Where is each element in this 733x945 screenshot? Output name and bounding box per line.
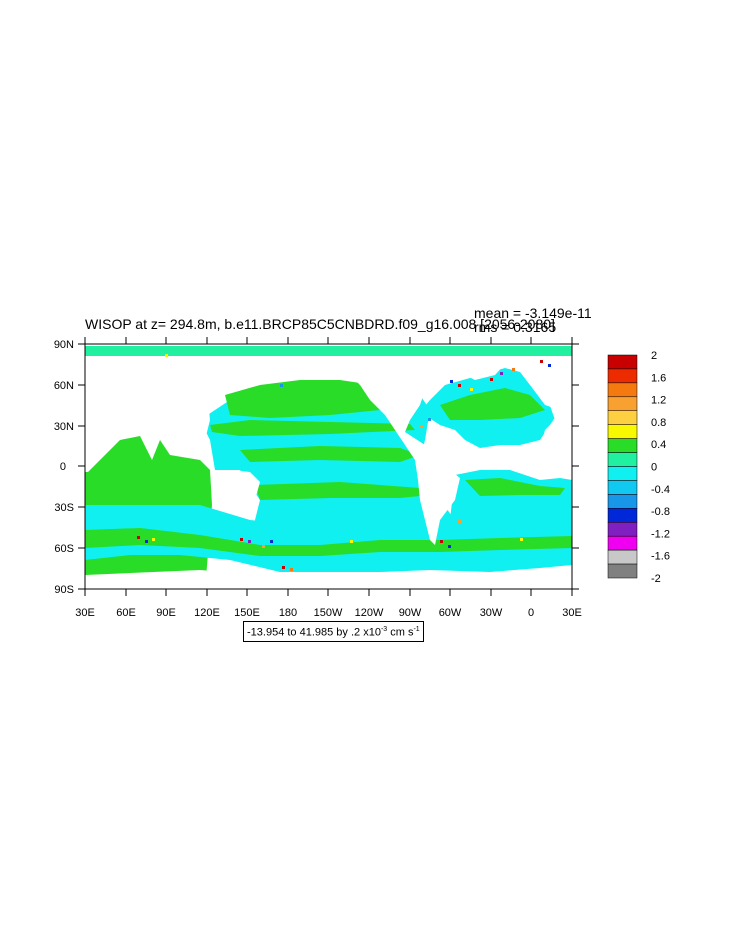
colorbar-label: -0.4: [651, 484, 670, 496]
lat-ticks: [78, 343, 579, 590]
lon-labels: 30E 60E 90E 120E 150E 180 150W 120W 90W …: [75, 607, 582, 619]
range-exponent: -3: [380, 626, 388, 633]
colorbar-label: 0.4: [651, 439, 666, 451]
lon-label: 180: [279, 607, 297, 619]
colorbar-label: 1.6: [651, 372, 666, 384]
range-units: cm s: [387, 626, 414, 639]
lon-label: 60W: [439, 607, 462, 619]
lat-label: 30S: [54, 502, 74, 514]
colorbar: 2 1.6 1.2 0.8 0.4 0 -0.4 -0.8 -1.2 -1.6 -2: [607, 350, 670, 585]
contour-range-label: -13.954 to 41.985 by .2 x10-3 cm s-1: [243, 621, 424, 642]
colorbar-swatch: [607, 535, 638, 551]
lon-label: 90E: [156, 607, 176, 619]
colorbar-swatch: [607, 368, 638, 384]
colorbar-swatch: [607, 563, 638, 579]
lat-label: 90S: [54, 584, 74, 596]
colorbar-label: -0.8: [651, 506, 670, 518]
colorbar-swatch: [607, 424, 638, 439]
range-text: -13.954 to 41.985 by .2 x10: [247, 626, 381, 639]
lat-label: 0: [60, 461, 66, 473]
colorbar-swatch: [607, 354, 638, 370]
colorbar-swatch: [607, 396, 638, 411]
lat-label: 30N: [54, 421, 74, 433]
lon-label: 30E: [562, 607, 582, 619]
colorbar-swatch: [607, 494, 638, 509]
colorbar-label: 1.2: [651, 395, 666, 407]
lon-label: 150W: [314, 607, 343, 619]
colorbar-label: 2: [651, 350, 657, 362]
lon-label: 120W: [355, 607, 384, 619]
lon-label: 90W: [399, 607, 422, 619]
colorbar-swatch: [607, 466, 638, 481]
lon-label: 150E: [234, 607, 260, 619]
lat-label: 90N: [54, 339, 74, 351]
colorbar-label: 0: [651, 462, 657, 474]
colorbar-swatch: [607, 410, 638, 425]
colorbar-swatch: [607, 549, 638, 565]
colorbar-swatch: [607, 438, 638, 453]
colorbar-label: 0.8: [651, 417, 666, 429]
lon-ticks: [84, 337, 573, 596]
ocean-field: [85, 346, 572, 589]
rms-stat: rms = 0.3165: [474, 319, 557, 335]
lon-label: 30E: [75, 607, 95, 619]
mean-stat: mean = -3.149e-11: [474, 305, 592, 321]
lon-label: 30W: [480, 607, 503, 619]
lat-labels: 90N 60N 30N 0 30S 60S 90S: [54, 339, 74, 596]
colorbar-swatch: [607, 508, 638, 523]
colorbar-swatch: [607, 382, 638, 398]
range-units-exponent: -1: [413, 626, 420, 633]
colorbar-swatch: [607, 452, 638, 467]
lat-label: 60N: [54, 380, 74, 392]
colorbar-label: -1.2: [651, 528, 670, 540]
variance-hotspots: [137, 354, 551, 571]
lon-label: 0: [528, 607, 534, 619]
colorbar-swatch: [607, 480, 638, 495]
lon-label: 60E: [116, 607, 136, 619]
lat-label: 60S: [54, 543, 74, 555]
colorbar-label: -1.6: [651, 551, 670, 563]
colorbar-swatch: [607, 522, 638, 537]
plot-title: WISOP at z= 294.8m, b.e11.BRCP85C5CNBDRD…: [85, 316, 555, 332]
lon-label: 120E: [194, 607, 220, 619]
colorbar-label: -2: [651, 573, 661, 585]
